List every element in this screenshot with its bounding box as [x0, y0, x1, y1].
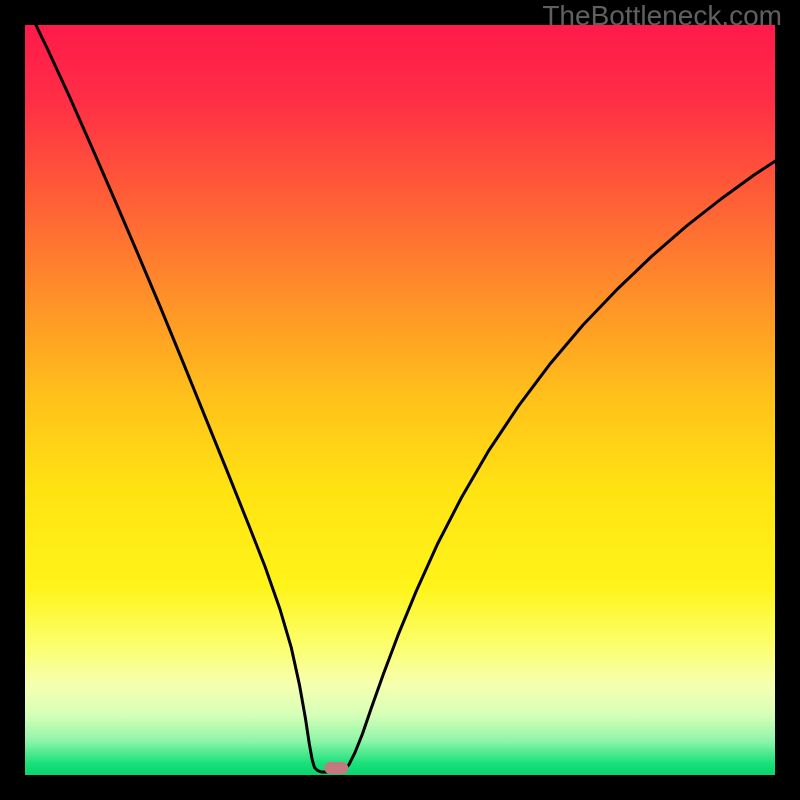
chart-background-gradient	[25, 25, 775, 775]
chart-frame: TheBottleneck.com	[0, 0, 800, 800]
bottleneck-curve-plot	[0, 0, 800, 800]
watermark-label: TheBottleneck.com	[542, 0, 782, 32]
optimal-point-marker	[324, 762, 348, 774]
